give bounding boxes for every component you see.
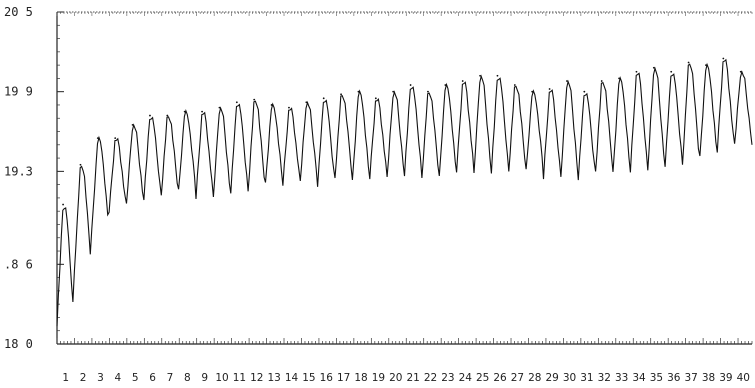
data-point xyxy=(531,90,534,93)
y-tick-label: 20 5 xyxy=(4,5,33,19)
data-point xyxy=(739,70,742,73)
data-point xyxy=(253,98,256,101)
x-tick-label: 18 xyxy=(354,372,367,384)
data-point xyxy=(96,137,99,140)
x-tick-label: 7 xyxy=(167,372,174,384)
data-point xyxy=(270,104,273,106)
data-point xyxy=(357,90,360,93)
x-tick-label: 4 xyxy=(114,372,121,384)
x-tick-label: 39 xyxy=(719,372,732,384)
data-point xyxy=(583,90,586,93)
x-tick-label: 30 xyxy=(563,372,576,384)
x-tick-label: 25 xyxy=(476,372,489,384)
data-point xyxy=(149,114,151,117)
data-point xyxy=(288,106,290,109)
x-tick-label: 17 xyxy=(337,372,350,384)
data-point xyxy=(444,84,447,86)
data-point xyxy=(131,123,134,126)
data-point xyxy=(566,80,568,82)
x-tick-label: 35 xyxy=(650,372,663,384)
data-point xyxy=(618,77,620,80)
x-tick-label: 2 xyxy=(80,372,87,384)
x-tick-label: 21 xyxy=(407,372,420,384)
data-point xyxy=(427,90,429,93)
data-point xyxy=(513,84,516,86)
data-point xyxy=(722,57,725,60)
x-tick-label: 32 xyxy=(598,372,611,384)
x-tick-label: 11 xyxy=(233,372,246,384)
x-tick-label: 23 xyxy=(441,372,454,384)
x-tick-label: 5 xyxy=(132,372,139,384)
x-tick-label: 6 xyxy=(149,372,156,384)
data-point xyxy=(652,66,655,69)
data-point xyxy=(687,61,690,64)
data-point xyxy=(322,97,325,100)
x-tick-label: 37 xyxy=(685,372,698,384)
x-tick-label: 20 xyxy=(389,372,402,384)
x-tick-label: 40 xyxy=(737,372,750,384)
y-axis: 20 5 19 9 19.3 .8 6 18 0 xyxy=(4,5,64,351)
data-point xyxy=(479,74,481,77)
x-tick-label: 9 xyxy=(201,372,208,384)
x-tick-label: 36 xyxy=(667,372,681,384)
x-tick-label: 31 xyxy=(580,372,593,384)
data-point xyxy=(235,101,238,104)
data-point xyxy=(670,70,673,73)
y-tick-label: 18 0 xyxy=(4,337,33,351)
x-axis: 1 2 3 4 5 6 7 8 9 10 11 12 13 14 15 16 17 18 19 20 21 22 23 24 2… xyxy=(62,372,750,384)
x-tick-label: 33 xyxy=(615,372,628,384)
x-tick-label: 24 xyxy=(459,372,473,384)
x-tick-label: 29 xyxy=(546,372,559,384)
data-point xyxy=(114,137,117,140)
x-tick-label: 22 xyxy=(424,372,437,384)
data-point xyxy=(340,93,342,96)
data-point xyxy=(461,80,464,82)
y-tick-label: .8 6 xyxy=(4,257,33,271)
data-point xyxy=(79,163,82,166)
x-tick-label: 15 xyxy=(302,372,315,384)
x-tick-label: 26 xyxy=(493,372,507,384)
data-point xyxy=(392,90,395,93)
x-tick-label: 8 xyxy=(184,372,191,384)
data-point xyxy=(201,110,203,113)
series-line xyxy=(56,58,753,327)
data-point xyxy=(600,80,603,82)
data-point xyxy=(496,74,499,77)
data-point xyxy=(305,101,308,104)
x-tick-label: 10 xyxy=(215,372,228,384)
data-point xyxy=(166,114,169,117)
data-point xyxy=(635,70,638,73)
x-tick-label: 3 xyxy=(97,372,104,384)
series-layer xyxy=(56,57,753,327)
x-tick-label: 38 xyxy=(702,372,715,384)
x-tick-label: 16 xyxy=(320,372,334,384)
plot-frame xyxy=(56,11,753,345)
y-tick-label: 19 9 xyxy=(4,85,33,99)
x-tick-label: 12 xyxy=(250,372,263,384)
x-tick-label: 13 xyxy=(268,372,281,384)
x-tick-label: 19 xyxy=(372,372,385,384)
x-tick-label: 28 xyxy=(528,372,541,384)
data-point xyxy=(705,64,707,67)
x-tick-label: 1 xyxy=(62,372,69,384)
x-tick-label: 14 xyxy=(285,372,299,384)
data-point xyxy=(548,88,551,90)
x-tick-label: 34 xyxy=(632,372,646,384)
x-tick-label: 27 xyxy=(511,372,524,384)
data-point xyxy=(62,203,64,206)
data-point xyxy=(374,97,377,100)
data-point xyxy=(218,106,221,109)
y-tick-label: 19.3 xyxy=(4,164,33,178)
data-point xyxy=(183,110,186,113)
data-point xyxy=(409,84,412,86)
